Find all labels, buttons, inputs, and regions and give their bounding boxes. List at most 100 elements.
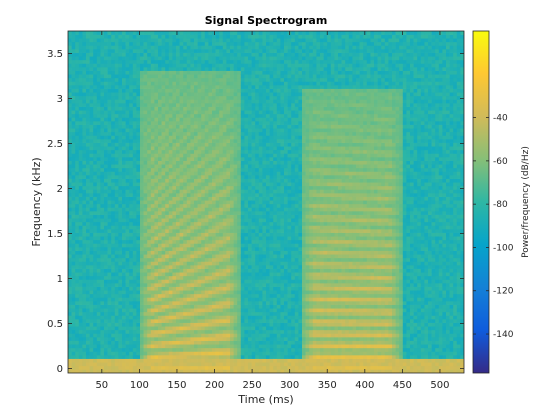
heatmap-cell: [244, 283, 249, 287]
heatmap-cell: [154, 329, 159, 334]
heatmap-cell: [125, 45, 130, 50]
heatmap-cell: [158, 85, 162, 89]
heatmap-cell: [78, 293, 83, 298]
heatmap-cell: [78, 31, 83, 35]
heatmap-cell: [78, 67, 83, 71]
heatmap-cell: [118, 351, 123, 356]
heatmap-cell: [212, 103, 216, 107]
heatmap-cell: [118, 178, 123, 183]
heatmap-cell: [183, 185, 188, 190]
heatmap-cell: [89, 322, 94, 327]
heatmap-cell: [219, 333, 224, 338]
heatmap-cell: [114, 308, 119, 313]
heatmap-cell: [204, 70, 209, 75]
heatmap-cell: [161, 70, 166, 75]
heatmap-cell: [136, 358, 141, 363]
heatmap-cell: [147, 135, 152, 140]
heatmap-cell: [179, 38, 184, 43]
heatmap-cell: [129, 347, 134, 352]
heatmap-cell: [82, 49, 87, 53]
heatmap-cell: [129, 131, 134, 136]
heatmap-cell: [219, 31, 224, 35]
heatmap-cell: [136, 254, 141, 259]
heatmap-cell: [132, 124, 137, 129]
heatmap-cell: [71, 153, 76, 158]
heatmap-cell: [248, 236, 252, 241]
heatmap-cell: [172, 214, 177, 219]
heatmap-cell: [86, 124, 90, 129]
heatmap-cell: [183, 268, 188, 273]
heatmap-cell: [183, 340, 188, 345]
heatmap-cell: [140, 326, 144, 331]
heatmap-cell: [125, 319, 130, 323]
heatmap-cell: [161, 49, 166, 53]
heatmap-cell: [89, 225, 94, 230]
heatmap-cell: [248, 149, 252, 154]
heatmap-cell: [212, 304, 216, 309]
heatmap-cell: [251, 34, 256, 39]
heatmap-cell: [140, 157, 144, 161]
heatmap-cell: [172, 221, 177, 226]
heatmap-cell: [68, 272, 72, 277]
heatmap-cell: [255, 211, 260, 215]
heatmap-cell: [215, 225, 220, 230]
heatmap-cell: [240, 247, 245, 251]
heatmap-cell: [132, 157, 137, 161]
heatmap-cell: [78, 56, 83, 61]
heatmap-cell: [150, 135, 155, 140]
heatmap-cell: [93, 250, 98, 255]
heatmap-cell: [176, 67, 180, 71]
heatmap-cell: [165, 121, 170, 125]
heatmap-cell: [89, 135, 94, 140]
heatmap-cell: [244, 70, 249, 75]
heatmap-cell: [255, 171, 260, 176]
heatmap-cell: [82, 232, 87, 237]
heatmap-cell: [194, 103, 198, 107]
heatmap-cell: [71, 200, 76, 205]
heatmap-cell: [140, 142, 144, 147]
heatmap-cell: [82, 185, 87, 190]
heatmap-cell: [230, 268, 234, 273]
heatmap-cell: [237, 85, 242, 89]
heatmap-cell: [244, 355, 249, 359]
heatmap-cell: [111, 185, 116, 190]
heatmap-cell: [136, 52, 141, 57]
heatmap-cell: [118, 160, 123, 165]
heatmap-cell: [197, 70, 202, 75]
heatmap-cell: [118, 70, 123, 75]
heatmap-cell: [78, 257, 83, 262]
heatmap-cell: [161, 117, 166, 122]
heatmap-cell: [78, 301, 83, 305]
heatmap-cell: [197, 171, 202, 176]
heatmap-cell: [161, 211, 166, 215]
heatmap-cell: [75, 207, 80, 212]
heatmap-cell: [165, 106, 170, 111]
heatmap-cell: [140, 160, 144, 165]
heatmap-cell: [161, 52, 166, 57]
heatmap-cell: [125, 257, 130, 262]
heatmap-cell: [132, 358, 137, 363]
heatmap-cell: [215, 365, 220, 370]
heatmap-cell: [118, 254, 123, 259]
heatmap-cell: [140, 239, 144, 244]
heatmap-cell: [255, 247, 260, 251]
heatmap-cell: [204, 106, 209, 111]
heatmap-cell: [240, 268, 245, 273]
heatmap-cell: [240, 275, 245, 280]
heatmap-cell: [208, 358, 213, 363]
heatmap-cell: [240, 81, 245, 86]
heatmap-cell: [248, 142, 252, 147]
heatmap-cell: [107, 146, 112, 151]
heatmap-cell: [244, 157, 249, 161]
heatmap-cell: [212, 34, 216, 39]
heatmap-cell: [237, 117, 242, 122]
heatmap-cell: [100, 236, 105, 241]
heatmap-cell: [215, 214, 220, 219]
heatmap-cell: [244, 254, 249, 259]
heatmap-cell: [233, 261, 238, 266]
heatmap-cell: [237, 261, 242, 266]
heatmap-cell: [154, 283, 159, 287]
heatmap-cell: [176, 347, 180, 352]
heatmap-cell: [183, 45, 188, 50]
